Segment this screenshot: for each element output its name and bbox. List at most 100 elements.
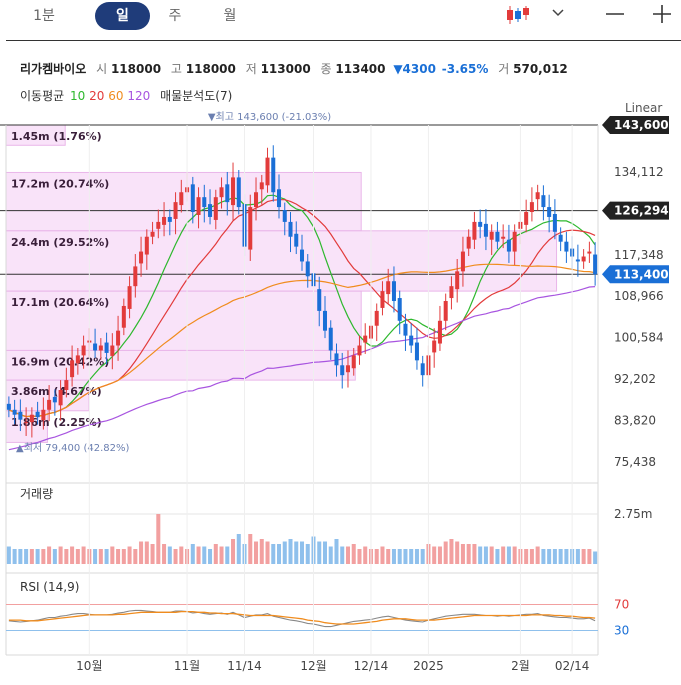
toolbar-divider xyxy=(6,40,681,41)
candle-body xyxy=(380,291,385,308)
candle-body xyxy=(35,411,40,418)
candle-body xyxy=(81,345,86,356)
candle-body xyxy=(116,330,121,346)
ma-60[interactable]: 60 xyxy=(108,89,124,103)
candle-body xyxy=(363,335,368,343)
candle-body xyxy=(535,192,540,200)
ma-label: 이동평균 xyxy=(20,89,65,103)
rsi-upper-label: 70 xyxy=(614,598,629,612)
candlestick-icon[interactable] xyxy=(505,4,531,26)
volume-bar xyxy=(524,549,529,564)
candle-body xyxy=(455,271,460,290)
candle-body xyxy=(179,192,184,206)
volume-bar xyxy=(391,549,396,564)
volume-bar xyxy=(380,546,385,564)
candle-body xyxy=(340,365,345,376)
candle-body xyxy=(208,204,213,217)
candle-body xyxy=(236,177,241,208)
volume-bar xyxy=(420,549,425,564)
ma-10[interactable]: 10 xyxy=(70,89,86,103)
volume-profile-label[interactable]: 매물분석도(7) xyxy=(160,89,233,103)
volume-bar xyxy=(276,544,282,564)
candle-body xyxy=(552,213,557,232)
stock-info-bar: 리가켐바이오 시 118000 고 118000 저 113000 종 1134… xyxy=(20,60,568,77)
scale-selector[interactable]: Linear xyxy=(625,101,663,115)
volume-bar xyxy=(288,539,293,564)
candle-body xyxy=(391,281,396,302)
candle-body xyxy=(529,202,534,213)
candle-body xyxy=(558,234,563,242)
candle-body xyxy=(403,323,408,336)
candle-body xyxy=(93,343,98,351)
tab-minute[interactable]: 1분 xyxy=(33,8,55,24)
candle-body xyxy=(6,403,11,410)
volume-bar xyxy=(225,546,230,564)
x-tick: 10월 xyxy=(76,659,102,673)
candle-body xyxy=(225,184,230,203)
price-tick: 75,438 xyxy=(614,455,656,469)
ma-20[interactable]: 20 xyxy=(89,89,105,103)
volume-bar xyxy=(179,546,184,564)
low-label: 저 xyxy=(245,62,257,76)
candle-body xyxy=(58,390,63,406)
ma-120-line xyxy=(8,286,596,451)
candle-body xyxy=(397,298,402,321)
candle-body xyxy=(133,266,138,287)
volume-bar xyxy=(449,539,454,564)
volume-panel: 거래량 2.75m xyxy=(6,487,652,564)
volume-bar xyxy=(104,549,109,564)
volume-bar xyxy=(305,544,310,564)
candle-body xyxy=(328,327,333,351)
volume-value: 570,012 xyxy=(513,62,568,76)
minus-icon[interactable] xyxy=(605,4,625,24)
price-tag-label: 143,600 xyxy=(614,118,669,132)
candle-body xyxy=(322,310,328,331)
profile-label: 24.4m (29.52%) xyxy=(11,236,109,249)
candle-body xyxy=(386,281,391,295)
plus-icon[interactable] xyxy=(652,4,672,24)
candle-body xyxy=(12,409,17,415)
candle-body xyxy=(294,233,299,247)
volume-label: 거 xyxy=(498,62,510,76)
candle-body xyxy=(437,320,442,344)
tab-week[interactable]: 주 xyxy=(168,8,182,24)
candle-body xyxy=(351,355,356,369)
x-tick: 11/14 xyxy=(227,659,262,673)
candle-body xyxy=(162,216,167,225)
price-tag-shape xyxy=(602,116,669,134)
volume-bar xyxy=(231,539,236,564)
volume-bar xyxy=(150,544,155,564)
x-tick: 2025 xyxy=(413,659,444,673)
ma-120[interactable]: 120 xyxy=(127,89,151,103)
x-tick: 12월 xyxy=(300,659,326,673)
tab-day[interactable]: 일 xyxy=(95,2,150,30)
chevron-down-icon[interactable] xyxy=(552,8,564,18)
x-tick: 11월 xyxy=(174,659,200,673)
volume-bar xyxy=(144,541,149,564)
volume-bar xyxy=(265,541,270,564)
volume-bar xyxy=(334,539,339,564)
volume-bar xyxy=(24,549,29,564)
candle-body xyxy=(202,197,207,208)
x-tick: 12/14 xyxy=(354,659,389,673)
volume-bar xyxy=(397,549,402,564)
high-label: 고 xyxy=(170,62,182,76)
volume-bar xyxy=(259,539,264,564)
candle-body xyxy=(564,241,569,252)
top-toolbar: 1분 일 주 월 xyxy=(0,0,681,36)
candle-body xyxy=(173,202,178,219)
candle-body xyxy=(334,353,339,366)
candle-body xyxy=(282,210,287,222)
tab-month[interactable]: 월 xyxy=(223,8,237,24)
volume-bar xyxy=(345,546,350,564)
volume-bar xyxy=(202,546,207,564)
volume-bar xyxy=(294,541,299,564)
volume-bar xyxy=(236,534,241,564)
volume-bar xyxy=(64,549,69,564)
close-value: 113400 xyxy=(335,62,386,76)
candle-body xyxy=(139,251,144,264)
candle-body xyxy=(587,251,592,254)
volume-bar xyxy=(110,546,115,564)
candle-body xyxy=(581,256,586,262)
